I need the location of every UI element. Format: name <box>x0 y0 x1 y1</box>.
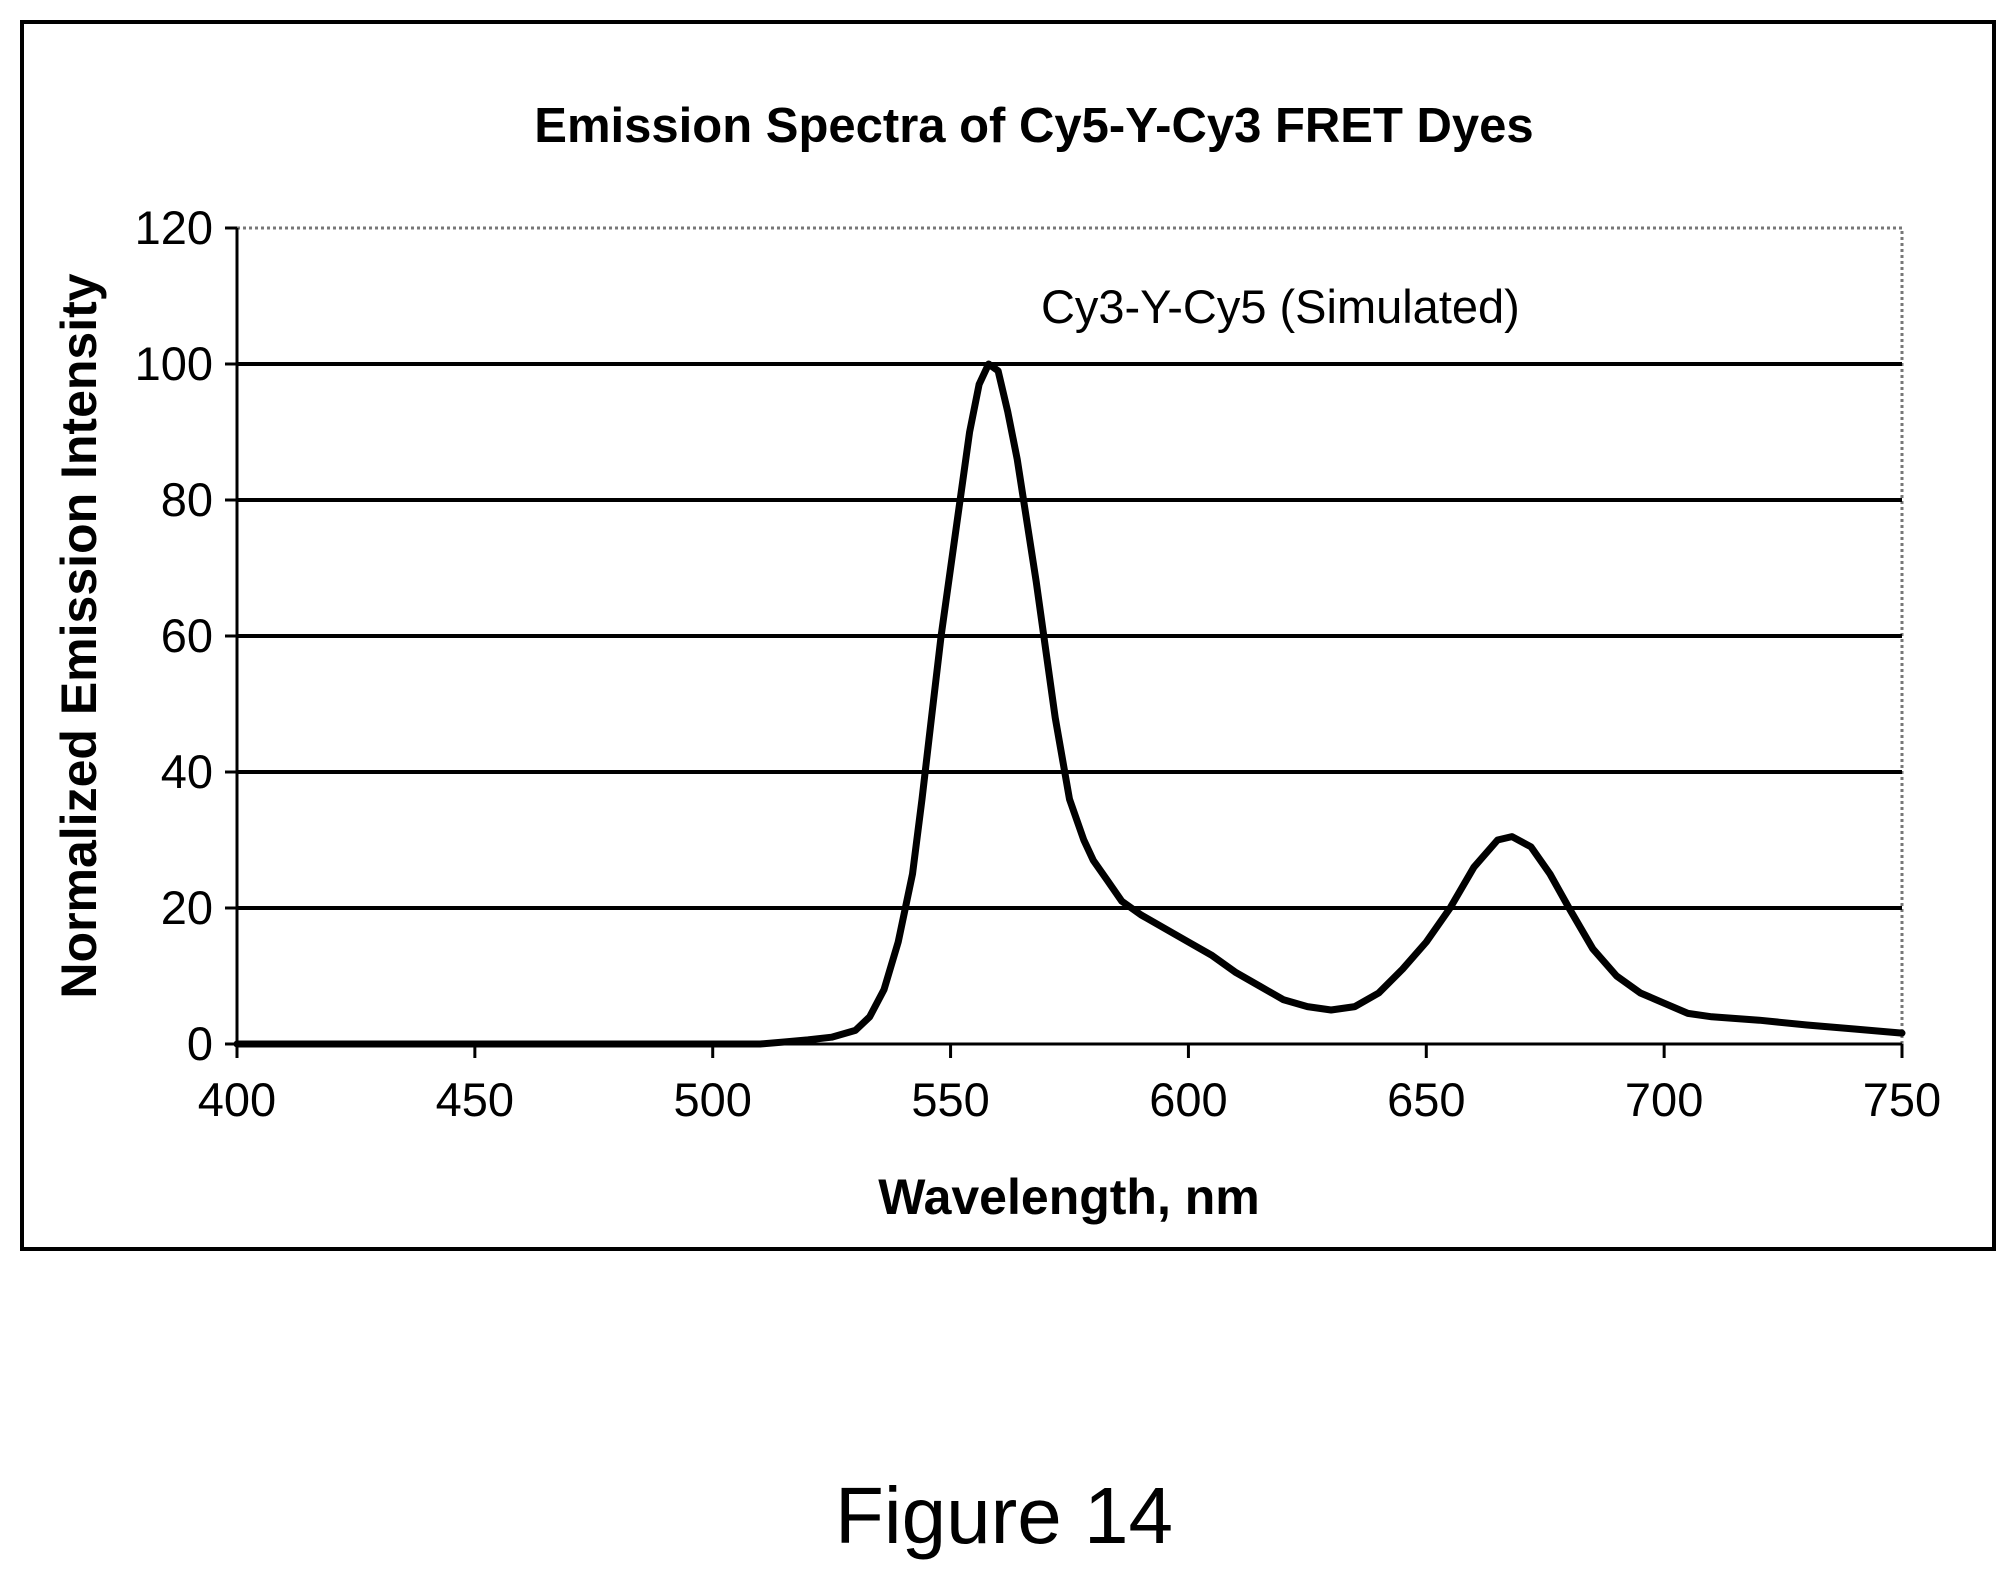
x-tick-label-400: 400 <box>198 1073 276 1126</box>
grid-lines <box>237 362 1902 910</box>
y-axis-ticks: 0 20 40 60 80 100 120 <box>135 201 237 1070</box>
x-tick-label-750: 750 <box>1863 1073 1941 1126</box>
chart-frame <box>20 20 1996 1251</box>
x-tick-label-550: 550 <box>911 1073 989 1126</box>
series-line-cy3-y-cy5 <box>233 360 1906 1048</box>
x-tick-label-500: 500 <box>674 1073 752 1126</box>
y-axis-label: Normalized Emission Intensity <box>51 273 107 998</box>
y-tick-label-100: 100 <box>135 337 213 390</box>
y-tick-label-80: 80 <box>161 473 213 526</box>
y-tick-label-120: 120 <box>135 201 213 254</box>
x-tick-label-600: 600 <box>1149 1073 1227 1126</box>
y-tick-label-40: 40 <box>161 745 213 798</box>
y-tick-label-0: 0 <box>187 1017 213 1070</box>
y-tick-label-60: 60 <box>161 609 213 662</box>
x-axis-label: Wavelength, nm <box>878 1169 1260 1225</box>
y-tick-label-20: 20 <box>161 881 213 934</box>
x-tick-label-650: 650 <box>1387 1073 1465 1126</box>
chart-title: Emission Spectra of Cy5-Y-Cy3 FRET Dyes <box>534 99 1533 153</box>
series-annotation: Cy3-Y-Cy5 (Simulated) <box>1041 280 1520 333</box>
figure-caption: Figure 14 <box>835 1471 1173 1560</box>
x-axis-ticks: 400 450 500 550 600 650 700 750 <box>198 1044 1941 1126</box>
x-tick-label-450: 450 <box>436 1073 514 1126</box>
x-tick-label-700: 700 <box>1625 1073 1703 1126</box>
